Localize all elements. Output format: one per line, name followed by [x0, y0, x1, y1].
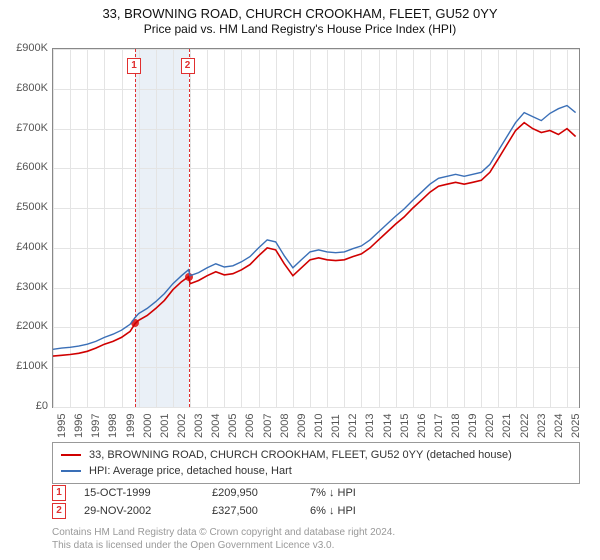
x-axis-label: 2001	[159, 414, 171, 438]
y-axis-label: £500K	[4, 201, 48, 213]
chart-series	[53, 49, 579, 407]
legend-swatch	[61, 454, 81, 456]
x-axis-label: 2009	[296, 414, 308, 438]
x-axis-label: 2022	[519, 414, 531, 438]
y-axis-label: £800K	[4, 82, 48, 94]
x-axis-label: 2016	[416, 414, 428, 438]
event-marker-icon: 1	[52, 485, 66, 501]
legend-swatch	[61, 470, 81, 472]
x-axis-label: 2006	[244, 414, 256, 438]
event-delta: 7% ↓ HPI	[310, 484, 356, 502]
x-axis-label: 2011	[330, 414, 342, 438]
y-axis-label: £0	[4, 400, 48, 412]
x-axis-label: 2014	[382, 414, 394, 438]
x-axis-label: 1996	[73, 414, 85, 438]
legend-item: 33, BROWNING ROAD, CHURCH CROOKHAM, FLEE…	[61, 447, 571, 463]
event-delta: 6% ↓ HPI	[310, 502, 356, 520]
series-price_paid	[53, 123, 576, 357]
y-axis-label: £200K	[4, 320, 48, 332]
event-price: £209,950	[212, 484, 292, 502]
x-axis-label: 2018	[450, 414, 462, 438]
x-axis-label: 2005	[227, 414, 239, 438]
y-axis-label: £900K	[4, 42, 48, 54]
x-axis-label: 2021	[501, 414, 513, 438]
x-axis-label: 2013	[364, 414, 376, 438]
x-axis-label: 2020	[484, 414, 496, 438]
series-hpi	[53, 106, 576, 350]
x-axis-label: 1995	[56, 414, 68, 438]
x-axis-label: 2017	[433, 414, 445, 438]
event-marker-icon: 1	[127, 58, 141, 74]
legend: 33, BROWNING ROAD, CHURCH CROOKHAM, FLEE…	[52, 442, 580, 484]
event-row: 2 29-NOV-2002 £327,500 6% ↓ HPI	[52, 502, 580, 520]
y-axis-label: £700K	[4, 122, 48, 134]
legend-item: HPI: Average price, detached house, Hart	[61, 463, 571, 479]
x-axis-label: 2024	[553, 414, 565, 438]
x-axis-label: 2002	[176, 414, 188, 438]
event-marker-icon: 2	[52, 503, 66, 519]
event-date: 29-NOV-2002	[84, 502, 194, 520]
event-row: 1 15-OCT-1999 £209,950 7% ↓ HPI	[52, 484, 580, 502]
event-price: £327,500	[212, 502, 292, 520]
x-axis-label: 2023	[536, 414, 548, 438]
x-axis-label: 1998	[107, 414, 119, 438]
license-line: Contains HM Land Registry data © Crown c…	[52, 526, 580, 539]
event-date: 15-OCT-1999	[84, 484, 194, 502]
page-title: 33, BROWNING ROAD, CHURCH CROOKHAM, FLEE…	[0, 6, 600, 21]
license-line: This data is licensed under the Open Gov…	[52, 539, 580, 552]
y-axis-label: £100K	[4, 360, 48, 372]
event-marker-icon: 2	[181, 58, 195, 74]
x-axis-label: 2004	[210, 414, 222, 438]
x-axis-label: 2007	[262, 414, 274, 438]
x-axis-label: 2003	[193, 414, 205, 438]
y-axis-label: £300K	[4, 281, 48, 293]
y-axis-label: £400K	[4, 241, 48, 253]
x-axis-label: 2010	[313, 414, 325, 438]
x-axis-label: 2025	[570, 414, 582, 438]
legend-label: HPI: Average price, detached house, Hart	[89, 463, 292, 479]
x-axis-label: 1999	[125, 414, 137, 438]
x-axis-label: 2012	[347, 414, 359, 438]
y-axis-label: £600K	[4, 161, 48, 173]
license-text: Contains HM Land Registry data © Crown c…	[52, 526, 580, 552]
events-table: 1 15-OCT-1999 £209,950 7% ↓ HPI 2 29-NOV…	[52, 484, 580, 520]
x-axis-label: 1997	[90, 414, 102, 438]
x-axis-label: 2000	[142, 414, 154, 438]
chart	[52, 48, 580, 408]
page-subtitle: Price paid vs. HM Land Registry's House …	[0, 22, 600, 36]
x-axis-label: 2008	[279, 414, 291, 438]
x-axis-label: 2019	[467, 414, 479, 438]
legend-label: 33, BROWNING ROAD, CHURCH CROOKHAM, FLEE…	[89, 447, 512, 463]
x-axis-label: 2015	[399, 414, 411, 438]
